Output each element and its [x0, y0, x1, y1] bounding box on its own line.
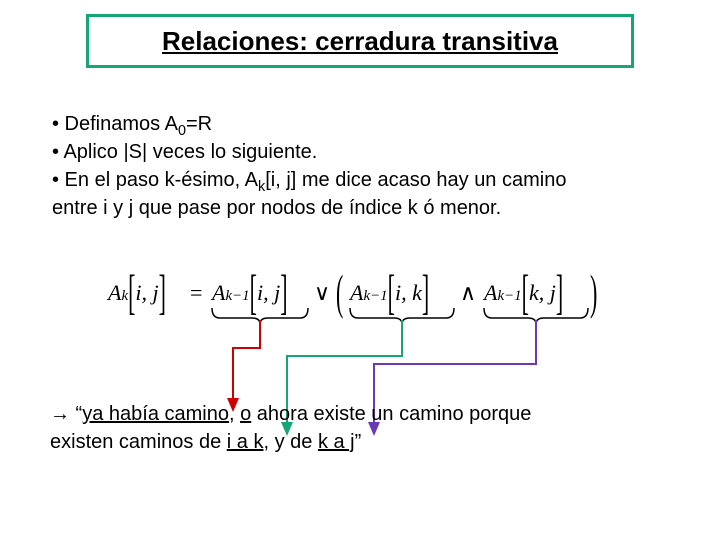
bullet-line: • En el paso k-ésimo, Ak[i, j] me dice a…: [52, 166, 566, 194]
eq-t2: Ak−1[i, k]: [350, 280, 429, 306]
conclusion-line: existen caminos de i a k, y de k a j”: [50, 428, 531, 456]
eq-lhs: Ak[i, j]: [108, 280, 166, 306]
bullet-line: • Definamos A0=R: [52, 110, 566, 138]
conclusion-text: → “ya había camino, o ahora existe un ca…: [50, 400, 531, 456]
eq-eq: =: [190, 280, 202, 306]
eq-lpar: (: [336, 280, 343, 306]
eq-t1: Ak−1[i, j]: [212, 280, 288, 306]
eq-rpar: ): [590, 280, 597, 306]
annotation-arrows: [0, 0, 720, 540]
slide-title: Relaciones: cerradura transitiva: [162, 26, 558, 57]
underbrace: [212, 308, 308, 324]
title-box: Relaciones: cerradura transitiva: [86, 14, 634, 68]
conclusion-line: → “ya había camino, o ahora existe un ca…: [50, 400, 531, 428]
eq-and: ∧: [460, 280, 476, 306]
bullet-list: • Definamos A0=R• Aplico |S| veces lo si…: [52, 110, 566, 222]
bullet-line: entre i y j que pase por nodos de índice…: [52, 194, 566, 222]
eq-or: ∨: [314, 280, 330, 306]
eq-t3: Ak−1[k, j]: [484, 280, 563, 306]
arr-red-o: [233, 320, 260, 410]
bullet-line: • Aplico |S| veces lo siguiente.: [52, 138, 566, 166]
underbrace: [484, 308, 588, 324]
underbrace: [350, 308, 454, 324]
